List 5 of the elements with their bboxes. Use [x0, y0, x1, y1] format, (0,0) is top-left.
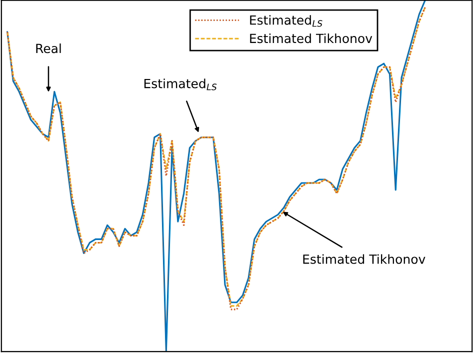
annotation: Estimated$_{LS}$ [144, 78, 217, 90]
annotation: Estimated Tikhonov [303, 254, 426, 264]
legend-label: Estimated Tikhonov [250, 33, 372, 44]
legend-label: Estimated$_{LS}$ [250, 15, 322, 27]
annotation: Real [36, 43, 61, 54]
